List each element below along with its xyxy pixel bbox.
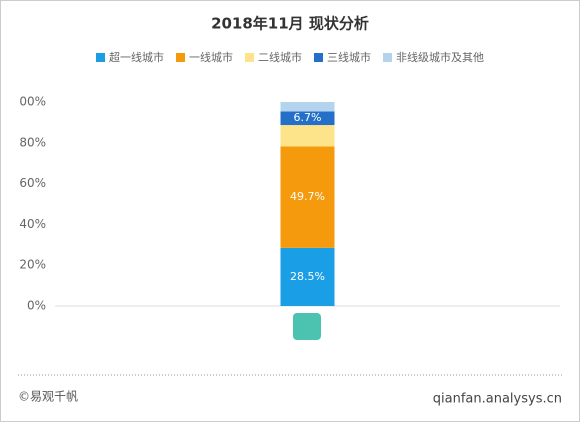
bar-segment [280, 111, 335, 126]
data-label: 28.5% [290, 270, 325, 283]
y-tick-label: 80% [19, 135, 46, 149]
bar-segment [280, 247, 335, 306]
y-tick-label: 00% [19, 95, 46, 109]
bar-segment [280, 146, 335, 248]
legend-swatch [383, 53, 392, 62]
legend-label: 非线级城市及其他 [396, 50, 484, 64]
legend-label: 超一线城市 [109, 50, 164, 64]
app-icon [293, 313, 321, 340]
legend-swatch [176, 53, 185, 62]
footer-right: qianfan.analysys.cn [433, 392, 562, 407]
legend-label: 二线城市 [258, 50, 302, 64]
y-tick-label: 40% [19, 217, 46, 231]
chart-title: 2018年11月 现状分析 [211, 15, 369, 33]
data-label: 6.7% [294, 111, 322, 124]
footer-left: ©易观千帆 [18, 389, 78, 404]
legend-label: 三线城市 [327, 50, 371, 64]
y-tick-label: 20% [19, 258, 46, 272]
legend-swatch [96, 53, 105, 62]
legend-swatch [245, 53, 254, 62]
bar-segment [280, 125, 335, 147]
legend-label: 一线城市 [189, 50, 233, 64]
legend-swatch [314, 53, 323, 62]
data-label: 49.7% [290, 190, 325, 203]
bar-segment [280, 102, 335, 112]
y-tick-label: 0% [27, 299, 46, 313]
y-tick-label: 60% [19, 176, 46, 190]
